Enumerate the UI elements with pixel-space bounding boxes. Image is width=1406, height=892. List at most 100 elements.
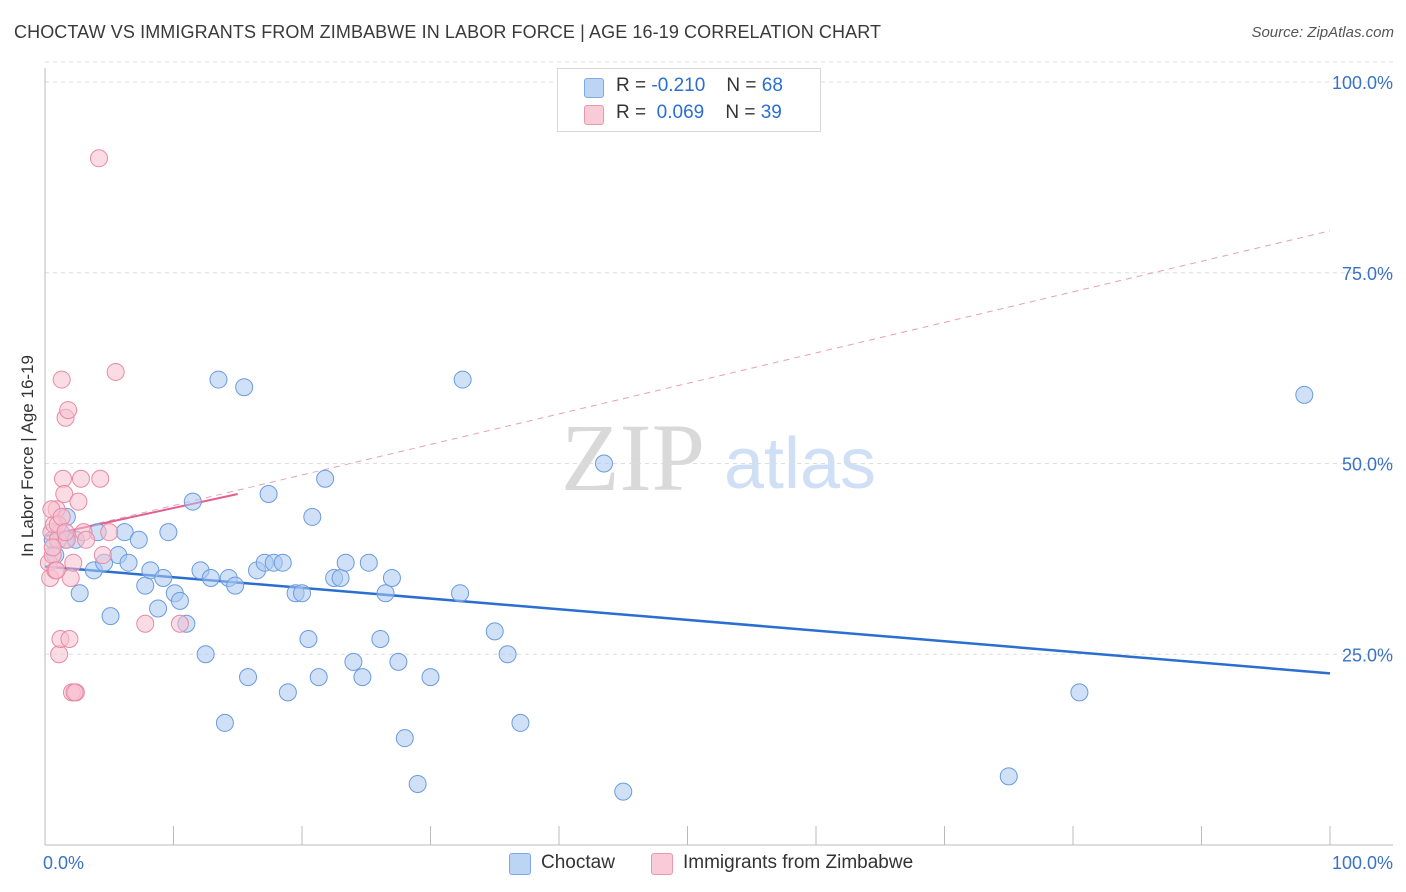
point-choctaw	[594, 454, 613, 473]
bottom-legend-swatch-choctaw	[509, 853, 531, 875]
point-choctaw	[395, 729, 414, 748]
y-tick-label: 75.0%	[1342, 264, 1393, 284]
point-choctaw	[119, 553, 138, 572]
x-tick-label-min: 0.0%	[43, 853, 84, 873]
point-zimbabwe	[47, 561, 66, 580]
point-choctaw	[129, 530, 148, 549]
bottom-legend-swatch-zimbabwe	[651, 853, 673, 875]
point-choctaw	[511, 713, 530, 732]
point-choctaw	[259, 485, 278, 504]
point-zimbabwe	[91, 469, 110, 488]
correlation-legend: R = -0.210 N = 68 R = 0.069 N = 39	[557, 68, 821, 132]
point-choctaw	[331, 568, 350, 587]
point-zimbabwe	[64, 553, 83, 572]
point-choctaw	[614, 782, 633, 801]
tick-labels: 25.0% 50.0% 75.0% 100.0% 0.0% 100.0%	[43, 73, 1393, 873]
point-choctaw	[359, 553, 378, 572]
point-choctaw	[196, 645, 215, 664]
point-choctaw	[154, 568, 173, 587]
grid-lines	[45, 61, 1393, 655]
point-choctaw	[999, 767, 1018, 786]
point-choctaw	[1295, 385, 1314, 404]
point-zimbabwe	[106, 362, 125, 381]
point-choctaw	[226, 576, 245, 595]
point-zimbabwe	[43, 538, 62, 557]
point-zimbabwe	[93, 546, 112, 565]
legend-n-value-zimbabwe: 39	[760, 102, 782, 123]
trend-zimbabwe-dashed	[44, 230, 1331, 537]
legend-n-label: N =	[725, 102, 756, 123]
point-choctaw	[1070, 683, 1089, 702]
point-zimbabwe	[71, 469, 90, 488]
point-choctaw	[159, 523, 178, 542]
point-choctaw	[353, 668, 372, 687]
watermark: ZIP atlas	[561, 404, 876, 511]
point-choctaw	[453, 370, 472, 389]
point-zimbabwe	[77, 530, 96, 549]
x-tick-label-max: 100.0%	[1332, 853, 1393, 873]
y-tick-label: 50.0%	[1342, 455, 1393, 475]
bottom-legend-label-choctaw: Choctaw	[541, 852, 615, 873]
point-choctaw	[235, 378, 254, 397]
y-tick-label: 25.0%	[1342, 645, 1393, 665]
point-choctaw	[421, 668, 440, 687]
watermark-zip: ZIP	[561, 404, 705, 511]
point-zimbabwe	[136, 614, 155, 633]
legend-swatch-choctaw	[584, 78, 604, 98]
point-choctaw	[382, 568, 401, 587]
point-choctaw	[303, 507, 322, 526]
axes	[44, 68, 1393, 846]
point-zimbabwe	[50, 645, 69, 664]
point-zimbabwe	[100, 523, 119, 542]
point-choctaw	[316, 469, 335, 488]
point-choctaw	[70, 584, 89, 603]
point-choctaw	[498, 645, 517, 664]
point-choctaw	[408, 774, 427, 793]
legend-n-label: N =	[726, 75, 757, 96]
legend-r-label: R =	[616, 75, 647, 96]
point-choctaw	[451, 584, 470, 603]
point-zimbabwe	[89, 149, 108, 168]
point-zimbabwe	[53, 469, 72, 488]
point-choctaw	[376, 584, 395, 603]
legend-n-value-choctaw: 68	[761, 75, 783, 96]
point-zimbabwe	[65, 683, 84, 702]
point-zimbabwe	[170, 614, 189, 633]
point-choctaw	[239, 668, 258, 687]
point-choctaw	[149, 599, 168, 618]
point-choctaw	[344, 652, 363, 671]
point-choctaw	[389, 652, 408, 671]
legend-r-label: R =	[616, 102, 647, 123]
point-zimbabwe	[69, 492, 88, 511]
point-choctaw	[201, 568, 220, 587]
bottom-legend-label-zimbabwe: Immigrants from Zimbabwe	[683, 852, 914, 873]
point-choctaw	[293, 584, 311, 603]
point-choctaw	[309, 668, 328, 687]
legend-r-value-zimbabwe: 0.069	[656, 102, 705, 123]
point-choctaw	[136, 576, 155, 595]
y-axis-label: In Labor Force | Age 16-19	[18, 355, 37, 557]
source-label: Source: ZipAtlas.com	[1251, 24, 1394, 41]
point-choctaw	[299, 629, 318, 648]
point-choctaw	[485, 622, 504, 641]
point-zimbabwe	[59, 401, 78, 420]
point-choctaw	[371, 629, 390, 648]
point-choctaw	[183, 492, 202, 511]
point-choctaw	[273, 553, 292, 572]
point-choctaw	[170, 591, 189, 610]
point-choctaw	[215, 713, 234, 732]
point-choctaw	[101, 607, 120, 626]
point-zimbabwe	[56, 523, 75, 542]
trend-choctaw	[44, 565, 1331, 675]
legend-r-value-choctaw: -0.210	[651, 75, 706, 96]
point-zimbabwe	[52, 507, 71, 526]
point-zimbabwe	[60, 629, 79, 648]
data-points	[39, 149, 1314, 801]
point-choctaw	[278, 683, 297, 702]
point-zimbabwe	[55, 485, 74, 504]
point-choctaw	[336, 553, 355, 572]
point-zimbabwe	[52, 370, 71, 389]
legend-swatch-zimbabwe	[584, 105, 604, 125]
point-choctaw	[209, 370, 228, 389]
